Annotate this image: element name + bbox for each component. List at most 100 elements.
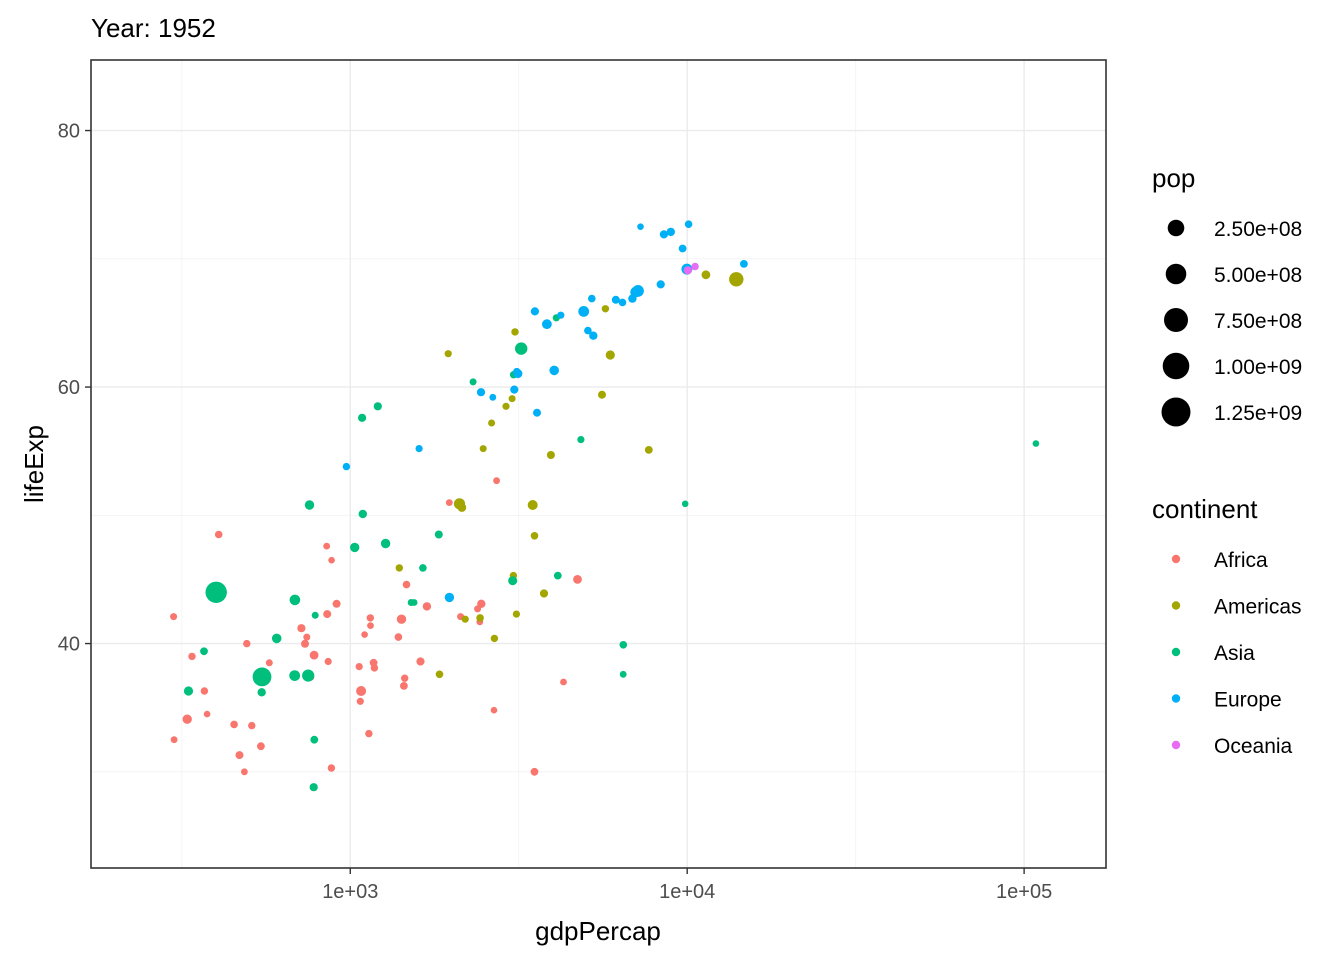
data-point	[560, 678, 567, 686]
data-point	[666, 227, 675, 237]
data-point	[214, 530, 223, 539]
data-point	[435, 670, 444, 679]
data-point	[323, 542, 331, 550]
continent-legend-label: Africa	[1214, 549, 1268, 572]
data-point	[445, 499, 453, 506]
data-point	[400, 682, 408, 690]
data-point	[476, 614, 484, 622]
data-points	[170, 220, 1040, 792]
data-point	[309, 650, 319, 660]
data-point	[257, 688, 266, 697]
data-point	[301, 639, 309, 648]
y-tick-label: 40	[58, 634, 80, 656]
data-point	[257, 742, 265, 751]
data-point	[402, 580, 411, 589]
data-point	[407, 599, 415, 606]
data-point	[461, 615, 469, 623]
data-point	[578, 306, 590, 317]
data-point	[303, 633, 311, 641]
data-point	[488, 419, 496, 427]
data-point	[683, 266, 692, 275]
data-point	[619, 670, 627, 678]
data-point	[304, 500, 315, 510]
data-point	[355, 663, 363, 671]
pop-legend-key	[1161, 397, 1191, 427]
pop-legend-title: pop	[1152, 163, 1195, 193]
continent-legend-key	[1171, 694, 1181, 703]
data-point	[310, 735, 319, 744]
data-point	[479, 445, 487, 453]
data-point	[512, 610, 521, 618]
data-point	[444, 350, 452, 358]
chart-title: Year: 1952	[91, 13, 216, 43]
x-axis: 1e+03 1e+04 1e+05	[322, 868, 1052, 903]
data-point	[203, 710, 211, 718]
y-tick-label: 60	[58, 377, 80, 399]
data-point	[241, 768, 248, 776]
data-point	[358, 413, 367, 422]
data-point	[289, 594, 301, 606]
data-point	[659, 230, 669, 239]
data-point	[557, 311, 565, 319]
pop-legend-label: 2.50e+08	[1214, 218, 1302, 241]
data-point	[656, 280, 665, 289]
x-tick-label: 1e+03	[322, 881, 378, 903]
pop-legend-label: 1.25e+09	[1214, 402, 1302, 425]
x-axis-title: gdpPercap	[535, 916, 661, 946]
series-europe	[342, 220, 748, 603]
data-point	[511, 328, 519, 336]
continent-legend-label: Oceania	[1214, 735, 1293, 758]
data-point	[474, 605, 482, 613]
data-point	[530, 532, 539, 540]
data-point	[396, 614, 407, 624]
continent-legend-key	[1171, 601, 1181, 610]
data-point	[513, 369, 523, 379]
data-point	[367, 622, 374, 629]
data-point	[584, 326, 592, 335]
data-point	[618, 298, 627, 307]
data-point	[508, 576, 518, 586]
data-point	[489, 393, 497, 401]
panel-border	[90, 59, 1107, 869]
data-point	[416, 657, 425, 666]
data-point	[553, 571, 562, 580]
y-axis-title: lifeExp	[19, 425, 49, 503]
continent-legend-title: continent	[1152, 494, 1258, 524]
series-africa	[170, 477, 582, 776]
plot-panel	[90, 59, 1107, 869]
data-point	[170, 736, 178, 744]
data-point	[415, 445, 423, 453]
gridlines	[91, 60, 1106, 868]
data-point	[289, 670, 301, 681]
data-point	[632, 285, 644, 297]
data-point	[476, 388, 486, 397]
data-point	[601, 305, 610, 313]
data-point	[380, 538, 391, 549]
data-point	[356, 697, 364, 705]
pop-legend-key	[1164, 308, 1188, 332]
data-point	[235, 751, 244, 760]
data-point	[170, 613, 178, 621]
data-point	[200, 687, 209, 695]
data-point	[243, 639, 251, 648]
pop-legend-key	[1165, 263, 1187, 285]
data-point	[444, 592, 455, 603]
data-point	[515, 342, 528, 355]
continent-legend-label: Europe	[1214, 689, 1282, 712]
data-point	[493, 477, 500, 485]
data-point	[370, 664, 379, 672]
data-point	[395, 564, 403, 572]
data-point	[365, 729, 373, 738]
data-point	[323, 610, 332, 619]
data-point	[401, 674, 409, 682]
data-point	[265, 659, 273, 667]
data-point	[328, 556, 335, 564]
data-point	[361, 631, 368, 638]
data-point	[297, 624, 306, 633]
data-point	[311, 611, 319, 619]
continent-legend: continent Africa Americas Asia Europe Oceani…	[1152, 494, 1302, 758]
x-tick-label: 1e+05	[996, 881, 1052, 903]
data-point	[327, 764, 336, 772]
data-point	[681, 500, 689, 508]
